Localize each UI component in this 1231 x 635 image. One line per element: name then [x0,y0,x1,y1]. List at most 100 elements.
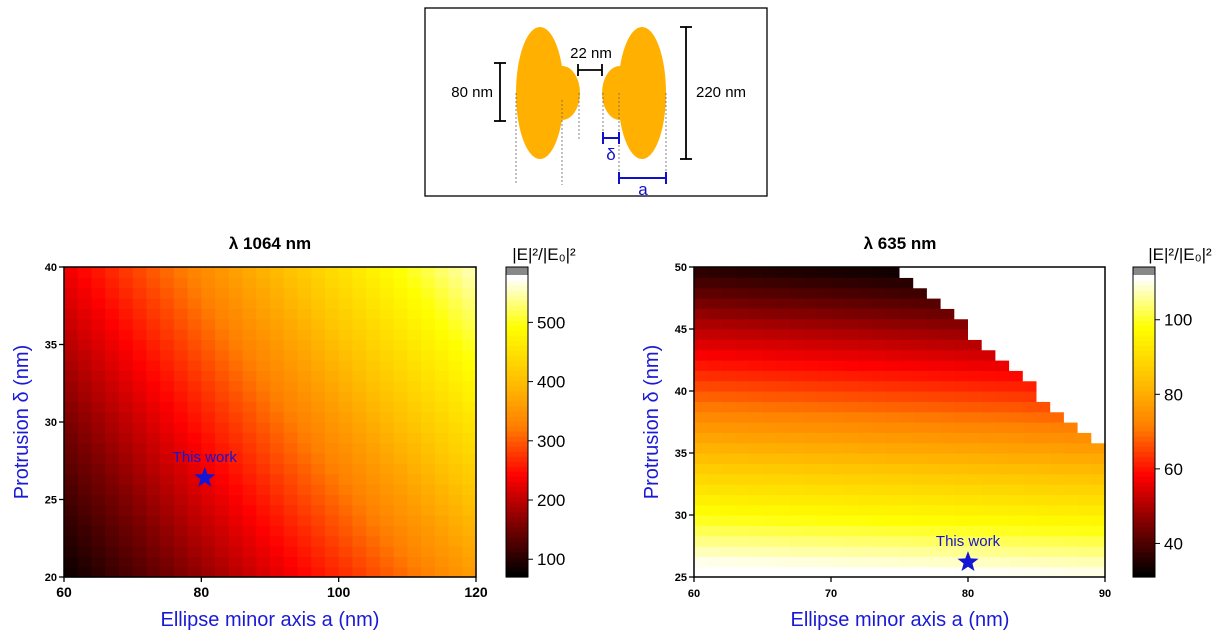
heatmap-cell [844,473,859,485]
heatmap-cell [776,267,791,278]
heatmap-cell [311,442,326,454]
y-tick-label: 30 [675,510,687,522]
heatmap-cell [379,473,395,485]
heatmap-cell [146,308,161,320]
heatmap-cell [366,525,381,537]
heatmap-cell [762,484,777,495]
heatmap-cell [789,484,805,495]
heatmap-cell [858,442,873,454]
heatmap-cell [118,298,134,309]
heatmap-cell [91,370,106,382]
heatmap-cell [91,442,106,454]
heatmap-cell [421,287,436,299]
heatmap-cell [776,515,791,526]
heatmap-cell [118,401,134,413]
heatmap-cell [817,535,832,547]
heatmap-cell [91,535,106,547]
heatmap-cell [146,515,161,526]
heatmap-cell [201,494,216,506]
heatmap-cell [1036,277,1051,289]
heatmap-cell [1050,329,1065,340]
heatmap-cell [421,515,436,526]
heatmap-cell [1009,535,1024,547]
heatmap-cell [270,277,285,289]
heatmap-cell [1050,380,1065,392]
heatmap-cell [297,349,312,361]
heatmap-cell [844,515,859,526]
heatmap-cell [817,391,832,402]
heatmap-cell [201,442,216,454]
heatmap-cell [899,370,914,382]
heatmap-cell [926,494,942,506]
heatmap-cell [1063,463,1079,475]
heatmap-cell [803,494,818,506]
heatmap-cell [132,463,147,475]
heatmap-cell [940,432,955,444]
heatmap-cell [352,318,367,330]
heatmap-cell [1009,287,1024,299]
heatmap-cell [434,432,450,444]
heatmap-cell [1036,298,1051,309]
heatmap-cell [789,339,805,351]
heatmap-cell [1050,515,1065,526]
heatmap-cell [407,473,422,485]
heatmap-cell [872,318,887,330]
heatmap-cell [160,504,175,516]
heatmap-cell [187,267,202,278]
heatmap-cell [913,298,928,309]
heatmap-cell [132,535,147,547]
heatmap-cell [434,515,450,526]
heatmap-cell [707,298,722,309]
heatmap-cell [789,370,805,382]
heatmap-cell [283,473,299,485]
heatmap-cell [256,432,271,444]
heatmap-cell [366,339,381,351]
heatmap-cell [160,391,175,402]
heatmap-cell [1091,267,1106,278]
heatmap-cell [64,360,79,371]
heatmap-cell [694,308,709,320]
heatmap-cell [981,339,996,351]
heatmap-cell [270,546,285,557]
x-tick-label: 80 [194,584,210,600]
heatmap-cell [1077,484,1092,495]
heatmap-cell [462,432,477,444]
heatmap-cell [776,422,791,433]
heatmap-cell [981,494,996,506]
heatmap-cell [1022,360,1038,371]
heatmap-cell [721,401,736,413]
heatmap-cell [173,267,189,278]
heatmap-cell [1050,546,1065,557]
colorbar-tick-label: 40 [1164,534,1183,553]
colorbar-segment [1133,471,1155,477]
heatmap-cell [776,391,791,402]
heatmap-cell [844,556,859,568]
heatmap-cell [762,391,777,402]
heatmap-cell [926,287,942,299]
heatmap-cell [817,267,832,278]
heatmap-cell [926,380,942,392]
minor-axis-dimension [618,172,667,184]
heatmap-cell [366,484,381,495]
colorbar-title: |E|²/|E₀|² [1148,245,1212,264]
heatmap-cell [1050,556,1065,568]
heatmap-cell [940,329,955,340]
heatmap-cell [228,308,244,320]
heatmap-cell [776,329,791,340]
heatmap-cell [77,370,93,382]
heatmap-cell [1036,370,1051,382]
heatmap-cell [352,329,367,340]
heatmap-cell [201,463,216,475]
heatmap-cell [885,267,901,278]
heatmap-cell [462,267,477,278]
heatmap-cell [1091,556,1106,568]
heatmap-cell [187,442,202,454]
heatmap-cell [283,566,299,578]
heatmap-cell [324,515,340,526]
heatmap-cell [311,463,326,475]
heatmap-cell [1009,463,1024,475]
heatmap-cell [256,349,271,361]
heatmap-cell [64,318,79,330]
heatmap-cell [926,329,942,340]
heatmap-cell [448,556,463,568]
